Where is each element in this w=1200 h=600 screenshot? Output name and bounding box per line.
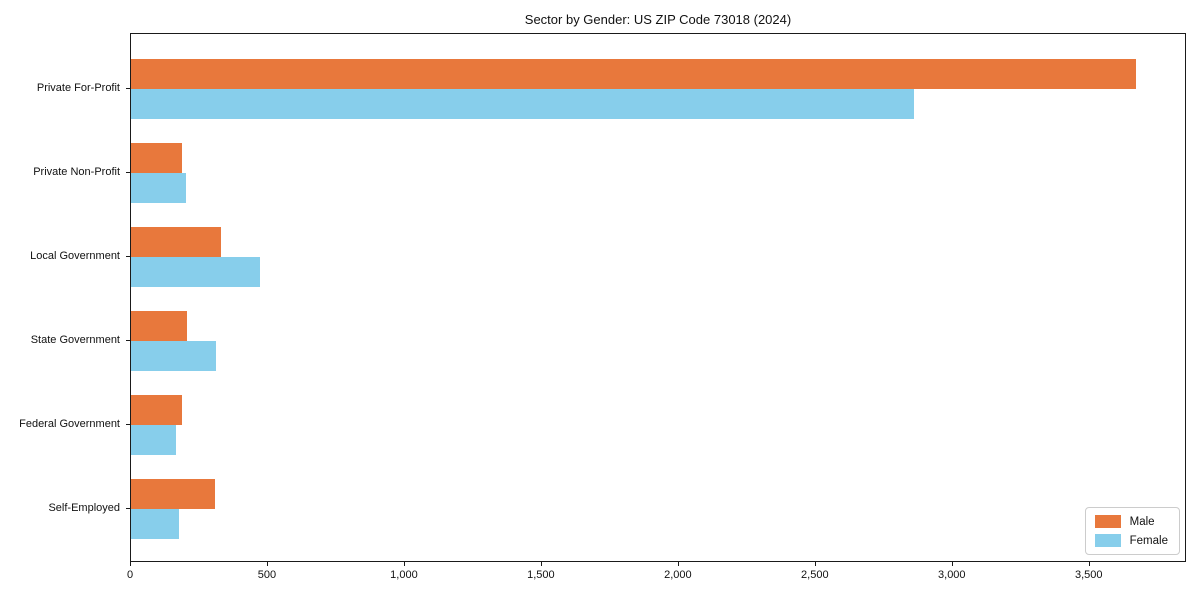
x-axis-tick-mark <box>403 562 405 566</box>
y-axis-category-label: Self-Employed <box>48 502 120 514</box>
chart-title: Sector by Gender: US ZIP Code 73018 (202… <box>524 12 792 27</box>
legend-swatch-female <box>1094 534 1121 547</box>
legend-entry-female: Female <box>1094 534 1168 547</box>
x-axis-tick-mark <box>1088 562 1090 566</box>
bar-female-local-government <box>131 257 260 287</box>
bar-female-federal-government <box>131 425 176 455</box>
bar-male-federal-government <box>131 395 182 425</box>
bar-female-state-government <box>131 341 216 371</box>
y-axis-tick-mark <box>126 424 130 425</box>
y-axis-tick-mark <box>126 88 130 89</box>
legend: Male Female <box>1084 507 1180 555</box>
x-axis-tick-label: 1,500 <box>527 569 555 581</box>
x-axis-tick-mark <box>130 562 131 566</box>
x-axis-tick-label: 0 <box>126 569 134 581</box>
x-axis-tick-mark <box>266 562 268 566</box>
legend-entry-male: Male <box>1094 515 1168 528</box>
x-axis-tick-label: 2,000 <box>664 569 692 581</box>
plot-area: Male Female <box>130 33 1186 562</box>
y-axis-category-label: Local Government <box>30 250 120 262</box>
bar-male-private-for-profit <box>131 59 1136 89</box>
y-axis-category-label: Private For-Profit <box>36 82 120 94</box>
y-axis-category-label: Private Non-Profit <box>33 166 120 178</box>
bar-female-self-employed <box>131 509 179 539</box>
x-axis-tick-label: 500 <box>257 569 277 581</box>
legend-label: Male <box>1129 515 1155 528</box>
x-axis-tick-mark <box>677 562 679 566</box>
y-axis-category-label: State Government <box>30 334 120 346</box>
bar-male-state-government <box>131 311 187 341</box>
y-axis-tick-mark <box>126 172 130 173</box>
bar-male-local-government <box>131 227 221 257</box>
bar-female-private-for-profit <box>131 89 914 119</box>
x-axis-tick-mark <box>540 562 542 566</box>
legend-swatch-male <box>1094 515 1121 528</box>
bar-female-private-non-profit <box>131 173 186 203</box>
legend-label: Female <box>1129 534 1168 547</box>
x-axis-tick-mark <box>951 562 953 566</box>
x-axis-tick-label: 3,000 <box>938 569 966 581</box>
x-axis-tick-mark <box>814 562 816 566</box>
y-axis-tick-mark <box>126 508 130 509</box>
y-axis-tick-mark <box>126 256 130 257</box>
x-axis-tick-label: 1,000 <box>390 569 418 581</box>
x-axis-tick-label: 2,500 <box>801 569 829 581</box>
y-axis-tick-mark <box>126 340 130 341</box>
bar-male-private-non-profit <box>131 143 182 173</box>
y-axis-category-label: Federal Government <box>19 418 120 430</box>
bar-male-self-employed <box>131 479 215 509</box>
x-axis-tick-label: 3,500 <box>1074 569 1103 581</box>
